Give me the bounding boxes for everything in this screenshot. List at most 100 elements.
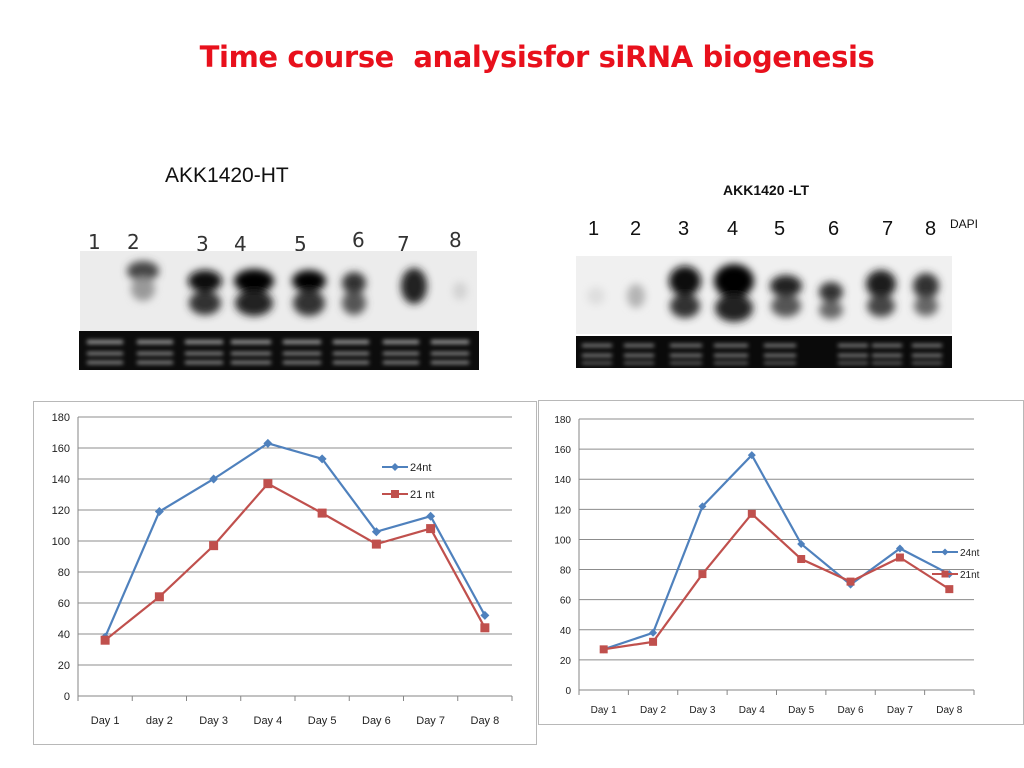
gel-lt-lane-2: 2 [630,218,642,240]
y-tick-label: 0 [565,686,571,697]
x-tick-label: Day 7 [887,705,914,716]
x-tick-label: Day 7 [416,715,445,727]
data-point [100,635,110,645]
y-tick-label: 140 [52,474,70,486]
data-point [599,645,608,654]
x-tick-label: Day 3 [689,705,716,716]
gel-lt-lane-6: 6 [828,218,840,240]
legend-marker [941,548,949,556]
legend-label: 24nt [960,548,980,559]
line-chart-lt: 0 20 40 60 80 100 120 140 160 180 Day 1 Day 2 Day 3 D… [554,415,980,716]
y-tick-label: 40 [560,626,572,637]
gel-lt-lane-3: 3 [678,218,690,240]
data-point [797,539,806,548]
gel-ht-lane-4: 4 [234,232,247,256]
x-tick-label: Day 5 [308,715,337,727]
data-point [209,474,219,484]
series-24nt [599,451,954,654]
x-tick-label: Day 1 [91,715,120,727]
legend-marker [391,490,399,498]
data-point [371,527,381,537]
data-point [698,502,707,511]
northern-blot-ht [80,251,477,331]
data-point [426,524,436,534]
chart-ht-frame: 0 20 40 60 80 100 120 140 160 180 Day 1 day 2 Day 3 D… [33,401,537,745]
x-tick-label: Day 5 [788,705,815,716]
y-tick-label: 40 [58,629,70,641]
gel-lt-lane-7: 7 [882,218,894,240]
northern-blot-lt [576,256,952,334]
y-tick-label: 180 [52,412,70,424]
x-tick-label: Day 6 [362,715,391,727]
series-line [104,482,486,642]
line-chart-ht: 0 20 40 60 80 100 120 140 160 180 Day 1 day 2 Day 3 D… [52,412,513,727]
legend-marker [941,570,949,578]
data-point [426,511,436,521]
y-tick-label: 20 [58,660,70,672]
data-point [649,637,658,646]
gel-ht-lane-2: 2 [127,230,140,254]
legend-marker [391,463,399,471]
slide-title: Time course analysisfor siRNA biogenesis [199,40,875,74]
y-tick-label: 140 [554,475,571,486]
data-point [747,451,756,460]
stained-gel-lt [576,336,952,368]
x-tick-label: day 2 [146,715,173,727]
x-tick-label: Day 8 [936,705,963,716]
legend-label: 21nt [960,570,980,581]
y-tick-label: 160 [52,443,70,455]
gel-ht-lane-1: 1 [88,230,101,254]
x-tick-label: Day 2 [640,705,667,716]
gel-lt-lane-5: 5 [774,218,786,240]
data-point [263,479,273,489]
gel-lt-lane-8: 8 [925,218,937,240]
y-tick-label: 160 [554,445,571,456]
series-line [603,512,950,651]
series-21nt [599,509,954,654]
gel-ht-lane-8: 8 [449,228,462,252]
x-tick-label: Day 4 [739,705,766,716]
data-point [154,507,164,517]
y-tick-label: 20 [560,656,572,667]
legend-label: 24nt [410,462,431,474]
y-tick-label: 80 [560,566,572,577]
data-point [747,509,756,518]
x-tick-label: Day 3 [199,715,228,727]
series-line [603,453,950,651]
data-point [895,544,904,553]
data-point [209,541,219,551]
y-tick-label: 120 [52,505,70,517]
data-point [895,553,904,562]
series-line [104,442,486,638]
data-point [317,508,327,518]
data-point [371,539,381,549]
series-24nt [100,438,490,642]
data-point [480,610,490,620]
y-tick-label: 60 [58,598,70,610]
x-tick-label: Day 4 [254,715,283,727]
gel-ht-lane-5: 5 [294,232,307,256]
data-point [263,438,273,448]
series-21nt [100,479,490,645]
x-tick-label: Day 1 [591,705,618,716]
gel-lt-lane-1: 1 [588,218,600,240]
y-tick-label: 80 [58,567,70,579]
x-tick-label: Day 8 [471,715,500,727]
legend-label: 21 nt [410,489,434,501]
data-point [846,577,855,586]
dapi-label: DAPI [950,217,979,231]
gel-ht-lane-6: 6 [352,228,365,252]
stained-gel-ht [79,331,479,370]
gel-ht-lane-3: 3 [196,232,209,256]
chart-lt-frame: 0 20 40 60 80 100 120 140 160 180 Day 1 Day 2 Day 3 D… [538,400,1024,725]
data-point [154,592,164,602]
y-tick-label: 100 [554,535,571,546]
y-tick-label: 120 [554,505,571,516]
y-tick-label: 0 [64,691,70,703]
data-point [317,454,327,464]
data-point [480,623,490,633]
gel-lt-lane-4: 4 [727,218,739,240]
gel-ht-lane-7: 7 [397,232,410,256]
data-point [698,570,707,579]
gel-label-ht: AKK1420-HT [165,164,289,187]
